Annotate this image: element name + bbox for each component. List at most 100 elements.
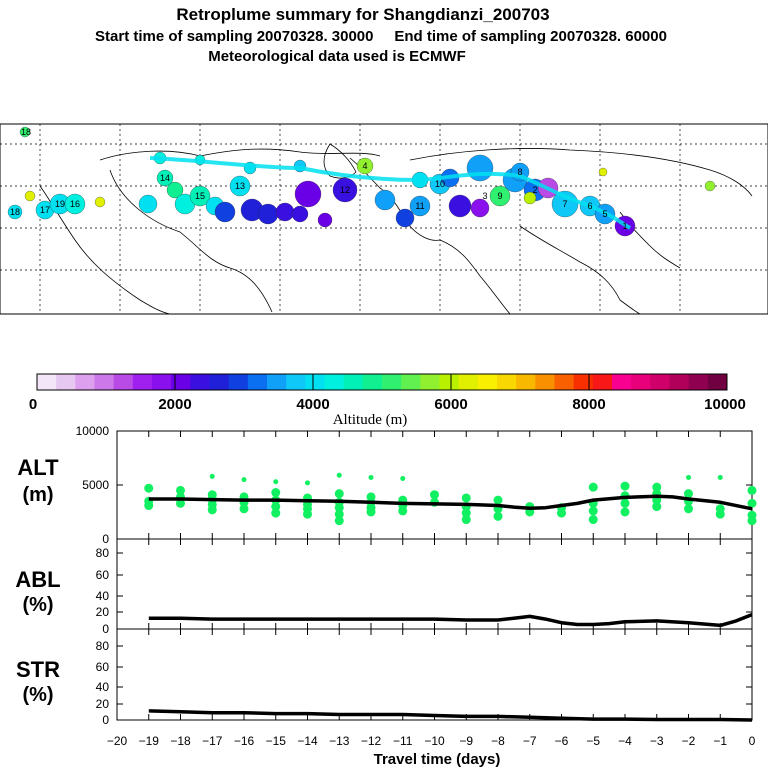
y-tick-label: 0 bbox=[102, 713, 109, 727]
x-tick-label: −5 bbox=[586, 734, 600, 748]
colorbar-cells bbox=[37, 374, 728, 390]
colorbar-cell bbox=[267, 374, 287, 390]
plume-label: 2 bbox=[532, 185, 537, 195]
colorbar-cell bbox=[420, 374, 440, 390]
plume-label: 12 bbox=[340, 185, 350, 195]
coast-africa bbox=[439, 239, 511, 315]
alt-scatter-point bbox=[684, 504, 693, 514]
plume-label: 10 bbox=[435, 179, 445, 189]
x-tick-label: −17 bbox=[202, 734, 223, 748]
plume-label: 9 bbox=[497, 191, 502, 201]
panel-abl: 80 60 40 20 0 ABL(%) bbox=[15, 538, 753, 636]
colorbar-tick-label: 0 bbox=[29, 396, 37, 413]
retroplume-map: 18 18 19 17 16 15 14 13 12 11 10 9 8 7 65 4 3 2 1 bbox=[0, 123, 768, 315]
x-tick-label: 0 bbox=[749, 734, 756, 748]
colorbar-cell bbox=[247, 374, 268, 390]
colorbar-cell bbox=[516, 374, 536, 390]
map-frame bbox=[0, 123, 768, 315]
plume-dot bbox=[523, 191, 537, 205]
plume-dot bbox=[291, 205, 309, 223]
y-tick-label: 20 bbox=[96, 697, 110, 711]
plume-dot bbox=[19, 126, 31, 138]
colorbar-tick-label: 10000 bbox=[704, 396, 746, 413]
x-axis-label: Travel time (days) bbox=[374, 751, 501, 768]
colorbar-cell bbox=[94, 374, 115, 390]
y-axis-label: STR bbox=[16, 657, 60, 682]
plume-label: 16 bbox=[70, 199, 80, 209]
y-tick-label: 0 bbox=[102, 622, 109, 636]
x-tick-label: −11 bbox=[393, 734, 413, 748]
alt-scatter-point bbox=[176, 498, 185, 508]
plume-dot bbox=[229, 175, 251, 197]
alt-scatter-point bbox=[430, 490, 439, 500]
colorbar-tick-label: 8000 bbox=[572, 396, 605, 413]
plume-dot bbox=[138, 194, 158, 214]
y-tick-label: 80 bbox=[96, 639, 110, 653]
colorbar-cell bbox=[573, 374, 594, 390]
alt-scatter-point bbox=[620, 481, 630, 491]
coast-north-america-arctic bbox=[99, 148, 381, 161]
alt-scatter-point bbox=[493, 495, 503, 505]
plume-ribbon bbox=[149, 156, 632, 230]
alt-scatter-point bbox=[747, 510, 757, 520]
colorbar-cell bbox=[401, 374, 421, 390]
colorbar-cell bbox=[190, 374, 210, 390]
coast-north-america-east bbox=[109, 169, 273, 313]
alt-scatter-point bbox=[652, 502, 662, 512]
plume-label: 18 bbox=[10, 207, 20, 217]
plume-label: 4 bbox=[362, 161, 367, 171]
x-tick-label: −12 bbox=[361, 734, 382, 748]
x-tick-label: −9 bbox=[459, 734, 473, 748]
alt-scatter-point bbox=[747, 498, 757, 508]
map-coastlines bbox=[39, 143, 753, 315]
plume-dot bbox=[704, 180, 716, 192]
plume-dot bbox=[470, 198, 490, 218]
colorbar-cell bbox=[324, 374, 345, 390]
x-tick-label: −16 bbox=[234, 734, 255, 748]
plume-label: 5 bbox=[602, 209, 607, 219]
plume-dot bbox=[598, 167, 608, 177]
alt-scatter-point bbox=[271, 502, 281, 512]
x-tick-label: −19 bbox=[139, 734, 160, 748]
colorbar-cell bbox=[37, 374, 57, 390]
colorbar-cell bbox=[458, 374, 479, 390]
plume-dot bbox=[166, 181, 184, 199]
alt-scatter-point bbox=[400, 476, 406, 482]
colorbar-tick-label: 4000 bbox=[296, 396, 329, 413]
colorbar-cell bbox=[362, 374, 383, 390]
x-tick-label: −14 bbox=[297, 734, 318, 748]
plume-labels: 18 18 19 17 16 15 14 13 12 11 10 9 8 7 65 4 3 2 1 bbox=[10, 127, 628, 231]
alt-scatter-point bbox=[747, 485, 757, 495]
plume-dot bbox=[409, 195, 431, 217]
alt-scatter-point bbox=[620, 507, 630, 517]
coast-greenland bbox=[323, 143, 357, 179]
colorbar-cell bbox=[688, 374, 709, 390]
y-axis-label-unit: (m) bbox=[22, 484, 53, 506]
panel-frame bbox=[116, 538, 753, 630]
plume-label: 19 bbox=[55, 199, 65, 209]
y-tick-label: 20 bbox=[96, 605, 110, 619]
colorbar-cell bbox=[56, 374, 76, 390]
colorbar-cell bbox=[132, 374, 153, 390]
alt-scatter-point bbox=[684, 489, 693, 499]
alt-scatter-point bbox=[305, 480, 310, 486]
colorbar-cell bbox=[152, 374, 172, 390]
timeseries-panels: 1000050000ALT(m)806040200ABL(%)806040200… bbox=[15, 424, 757, 748]
alt-scatter-point bbox=[334, 509, 344, 519]
plume-dot bbox=[156, 169, 174, 187]
figure-title: Retroplume summary for Shangdianzi_20070… bbox=[176, 5, 549, 24]
colorbar-ticks: 0 2000 4000 6000 8000 10000 bbox=[29, 374, 746, 413]
sampling-times: Start time of sampling 20070328. 30000 E… bbox=[95, 28, 667, 45]
plume-dot bbox=[466, 154, 494, 182]
y-tick-label: 5000 bbox=[82, 478, 109, 492]
x-tick-label: −15 bbox=[266, 734, 287, 748]
plume-label: 6 bbox=[587, 201, 592, 211]
alt-scatter-point bbox=[336, 472, 342, 478]
plume-dot bbox=[275, 202, 295, 222]
plume-dot bbox=[395, 208, 415, 228]
x-tick-label: −13 bbox=[329, 734, 350, 748]
colorbar-cell bbox=[228, 374, 249, 390]
plume-label: 17 bbox=[40, 205, 50, 215]
y-tick-label: 60 bbox=[96, 568, 110, 582]
